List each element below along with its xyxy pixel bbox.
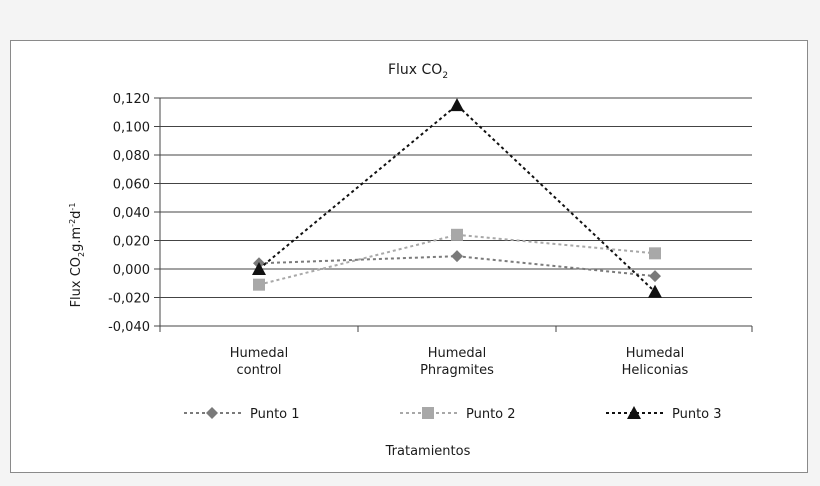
diamond-marker xyxy=(649,270,661,283)
y-tick-label: 0,000 xyxy=(113,263,150,278)
x-tick-label: Humedal Heliconias xyxy=(622,346,689,378)
x-tick-label-line: Humedal xyxy=(230,346,289,361)
legend-item-2: Punto 2 xyxy=(400,407,516,422)
y-tick-label: 0,100 xyxy=(113,121,150,136)
square-marker xyxy=(649,247,661,260)
y-tick-label: -0,040 xyxy=(108,320,150,335)
square-marker xyxy=(451,228,463,241)
x-tick-label-line: control xyxy=(236,363,281,378)
y-axis-label: Flux CO2g.m-2d-1 xyxy=(68,203,86,308)
x-tick-label: Humedal Phragmites xyxy=(420,346,494,378)
square-marker xyxy=(253,278,265,291)
legend-layer: Punto 1 Punto 2 Punto 3 xyxy=(184,406,722,422)
y-tick-label: -0,020 xyxy=(108,292,150,307)
axis-layer: -0,040 -0,020 0,000 0,020 0,040 0,060 0,080 0,1… xyxy=(108,92,753,378)
triangle-marker xyxy=(648,284,662,298)
y-axis-label-part1: Flux CO xyxy=(69,257,84,307)
chart-frame xyxy=(10,40,808,473)
chart-title-main: Flux CO xyxy=(388,62,442,78)
diamond-marker xyxy=(206,407,218,419)
legend-label: Punto 2 xyxy=(466,407,516,422)
diamond-marker xyxy=(451,250,463,263)
y-tick-label: 0,080 xyxy=(113,149,150,164)
legend-item-3: Punto 3 xyxy=(606,406,722,422)
y-axis-label-part2: g.m xyxy=(69,227,84,252)
y-tick-label: 0,020 xyxy=(113,235,150,250)
y-axis-label-sup1: -2 xyxy=(68,219,77,227)
y-tick-label: 0,060 xyxy=(113,178,150,193)
legend-label: Punto 3 xyxy=(672,407,722,422)
x-tick-label-line: Humedal xyxy=(428,346,487,361)
triangle-marker xyxy=(627,406,641,419)
x-axis-label: Tratamientos xyxy=(385,444,471,459)
triangle-marker xyxy=(450,98,464,112)
y-tick-label: 0,040 xyxy=(113,206,150,221)
x-tick-label-line: Humedal xyxy=(626,346,685,361)
y-tick-label: 0,120 xyxy=(113,92,150,107)
legend-label: Punto 1 xyxy=(250,407,300,422)
x-tick-label-line: Heliconias xyxy=(622,363,689,378)
x-tick-label-line: Phragmites xyxy=(420,363,494,378)
y-axis-label-part3: d xyxy=(69,211,84,219)
square-marker xyxy=(422,407,434,419)
chart-title-subscript: 2 xyxy=(442,71,448,81)
legend-item-1: Punto 1 xyxy=(184,407,300,422)
series-layer xyxy=(252,98,662,298)
triangle-marker xyxy=(252,262,266,275)
series-line-3 xyxy=(258,103,656,293)
grid-layer xyxy=(160,97,752,327)
chart-title: Flux CO2 xyxy=(388,62,448,81)
x-tick-label: Humedal control xyxy=(230,346,289,378)
y-axis-label-sup2: -1 xyxy=(68,203,77,211)
y-axis-label-sub: 2 xyxy=(77,252,86,257)
